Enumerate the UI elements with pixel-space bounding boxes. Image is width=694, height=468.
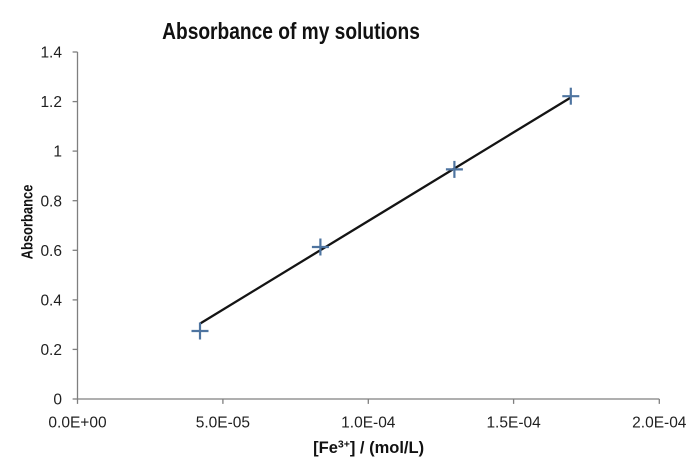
svg-text:1.4: 1.4 [40,45,62,62]
svg-text:1.2: 1.2 [40,94,62,111]
svg-text:Absorbance: Absorbance [19,185,37,260]
svg-text:0.2: 0.2 [40,342,62,359]
svg-text:1: 1 [53,144,62,161]
svg-text:Absorbance of my solutions: Absorbance of my solutions [162,18,420,44]
svg-text:5.0E-05: 5.0E-05 [196,414,250,431]
svg-text:2.0E-04: 2.0E-04 [632,414,687,431]
svg-text:0: 0 [53,392,62,409]
svg-text:0.6: 0.6 [40,243,62,260]
svg-text:0.0E+00: 0.0E+00 [48,414,107,431]
svg-text:1.5E-04: 1.5E-04 [486,414,541,431]
svg-text:0.8: 0.8 [40,193,62,210]
svg-text:0.4: 0.4 [40,292,62,309]
svg-text:1.0E-04: 1.0E-04 [341,414,396,431]
svg-text:[Fe3+] / (mol/L): [Fe3+] / (mol/L) [313,439,424,458]
